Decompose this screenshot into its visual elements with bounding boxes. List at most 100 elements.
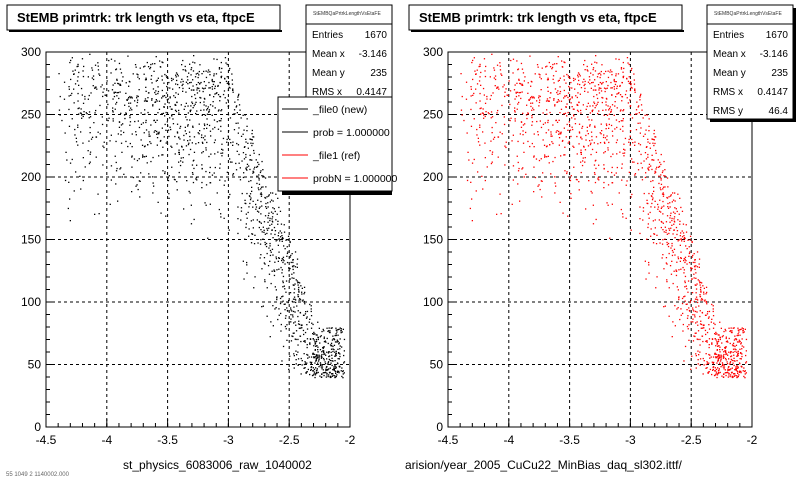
scatter-point <box>287 235 290 237</box>
scatter-point <box>702 373 704 375</box>
scatter-point <box>715 373 717 375</box>
scatter-point <box>663 175 665 177</box>
scatter-point <box>548 100 550 102</box>
scatter-point <box>605 128 607 130</box>
scatter-point <box>496 87 498 89</box>
scatter-point <box>283 285 285 287</box>
scatter-point <box>300 285 302 287</box>
scatter-point <box>115 161 117 164</box>
scatter-point <box>328 355 330 358</box>
scatter-point <box>683 269 685 271</box>
scatter-point <box>600 74 602 76</box>
scatter-point <box>695 353 697 355</box>
scatter-point <box>282 261 284 264</box>
scatter-point <box>118 126 121 128</box>
scatter-point <box>236 142 238 145</box>
scatter-point <box>233 109 236 111</box>
scatter-point <box>253 168 255 170</box>
scatter-point <box>310 308 312 310</box>
scatter-point <box>187 83 189 85</box>
scatter-point <box>158 108 161 110</box>
scatter-point <box>94 64 97 66</box>
scatter-point <box>574 88 576 90</box>
scatter-point <box>248 206 250 208</box>
scatter-point <box>220 152 222 154</box>
scatter-point <box>269 245 271 247</box>
scatter-point <box>602 136 605 139</box>
scatter-point <box>191 95 193 98</box>
y-tick-label: 200 <box>21 170 41 184</box>
scatter-point <box>522 112 524 114</box>
scatter-point <box>196 87 198 89</box>
scatter-point <box>745 350 747 352</box>
scatter-point <box>542 172 544 174</box>
scatter-point <box>216 92 218 94</box>
scatter-point <box>203 123 206 125</box>
scatter-point <box>584 87 586 90</box>
scatter-point <box>728 374 730 376</box>
scatter-point <box>189 109 191 112</box>
scatter-point <box>257 242 259 244</box>
scatter-point <box>633 83 636 85</box>
scatter-point <box>477 141 480 143</box>
scatter-point <box>275 289 277 291</box>
scatter-point <box>116 92 118 94</box>
scatter-point <box>716 376 718 379</box>
scatter-point <box>245 168 247 170</box>
scatter-point <box>686 288 688 290</box>
scatter-point <box>592 68 594 71</box>
scatter-point <box>233 129 236 131</box>
scatter-point <box>711 338 714 340</box>
scatter-point <box>580 161 582 163</box>
scatter-point <box>112 110 114 112</box>
scatter-point <box>620 120 622 122</box>
scatter-point <box>211 86 213 88</box>
scatter-point <box>240 219 242 221</box>
y-tick-label: 200 <box>423 170 443 184</box>
scatter-point <box>226 82 228 84</box>
scatter-point <box>232 173 235 175</box>
scatter-point <box>732 376 734 378</box>
scatter-point <box>663 160 665 163</box>
scatter-point <box>671 245 673 247</box>
scatter-point <box>683 259 685 262</box>
scatter-point <box>328 330 330 332</box>
scatter-point <box>727 368 729 370</box>
scatter-point <box>316 356 318 358</box>
scatter-point <box>611 104 614 106</box>
scatter-point <box>303 286 306 288</box>
scatter-point <box>309 318 311 320</box>
scatter-point <box>165 129 167 131</box>
scatter-point <box>264 233 266 235</box>
scatter-point <box>164 171 166 173</box>
scatter-point <box>192 79 194 81</box>
scatter-point <box>658 175 660 177</box>
scatter-point <box>154 130 156 132</box>
scatter-point <box>658 182 660 185</box>
scatter-point <box>564 112 567 114</box>
scatter-point <box>716 349 718 351</box>
scatter-point <box>76 65 78 68</box>
scatter-point <box>673 220 675 222</box>
scatter-point <box>231 83 234 85</box>
scatter-point <box>298 291 300 293</box>
stats-header: StEMBQaPrtrkLengthVsEtaFE <box>313 11 381 17</box>
scatter-point <box>219 100 221 102</box>
scatter-point <box>661 171 664 174</box>
scatter-point <box>666 279 668 281</box>
scatter-point <box>646 202 648 204</box>
scatter-point <box>656 276 658 278</box>
scatter-point <box>246 130 248 132</box>
scatter-point <box>697 279 699 281</box>
scatter-point <box>317 321 319 323</box>
scatter-point <box>542 112 544 114</box>
scatter-point <box>664 186 666 188</box>
x-tick-label: -4 <box>101 433 112 447</box>
scatter-point <box>228 86 230 88</box>
scatter-point <box>299 312 302 314</box>
scatter-point <box>531 95 533 98</box>
scatter-point <box>712 362 714 365</box>
stats-box <box>305 4 393 100</box>
scatter-point <box>581 125 584 128</box>
scatter-point <box>167 177 169 179</box>
